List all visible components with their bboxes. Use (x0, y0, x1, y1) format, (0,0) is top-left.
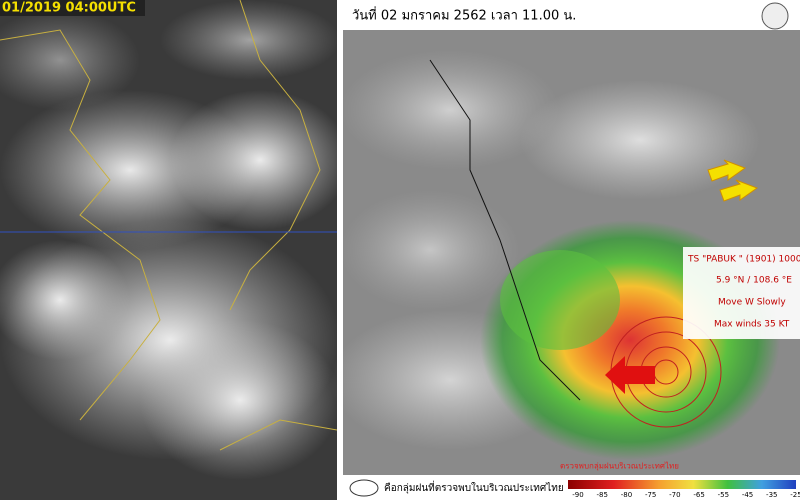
storm-position: 5.9 °N / 108.6 °E (716, 276, 792, 286)
storm-winds: Max winds 35 KT (714, 320, 790, 330)
left-image: 01/2019 04:00UTC (0, 0, 350, 500)
color-scale (568, 480, 796, 489)
scale-label: -75 (645, 491, 656, 499)
storm-name: TS "PABUK " (1901) 1000 hP (687, 255, 800, 265)
scale-label: -85 (597, 491, 608, 499)
timestamp: 01/2019 04:00UTC (2, 1, 136, 16)
scale-label: -45 (742, 491, 753, 499)
scale-label: -65 (693, 491, 704, 499)
right-title: วันที่ 02 มกราคม 2562 เวลา 11.00 น. (352, 7, 576, 24)
scale-label: -70 (669, 491, 680, 499)
movement-arrow (605, 356, 655, 394)
legend-caption: คือกลุ่มฝนที่ตรวจพบในบริเวณประเทศไทย (384, 480, 564, 494)
scale-label: -35 (766, 491, 777, 499)
scale-label: -25 (790, 491, 800, 499)
footer-note: ตรวจพบกลุ่มฝนบริเวณประเทศไทย (560, 462, 679, 471)
arrow (707, 159, 747, 182)
scale-label: -55 (718, 491, 729, 499)
storm-box (683, 247, 800, 339)
arrow (719, 179, 759, 202)
scale-label: -80 (621, 491, 632, 499)
right-image: วันที่ 02 มกราคม 2562 เวลา 11.00 น. TS "… (330, 0, 800, 500)
scale-label: -90 (572, 491, 583, 499)
storm-movement: Move W Slowly (718, 298, 786, 308)
